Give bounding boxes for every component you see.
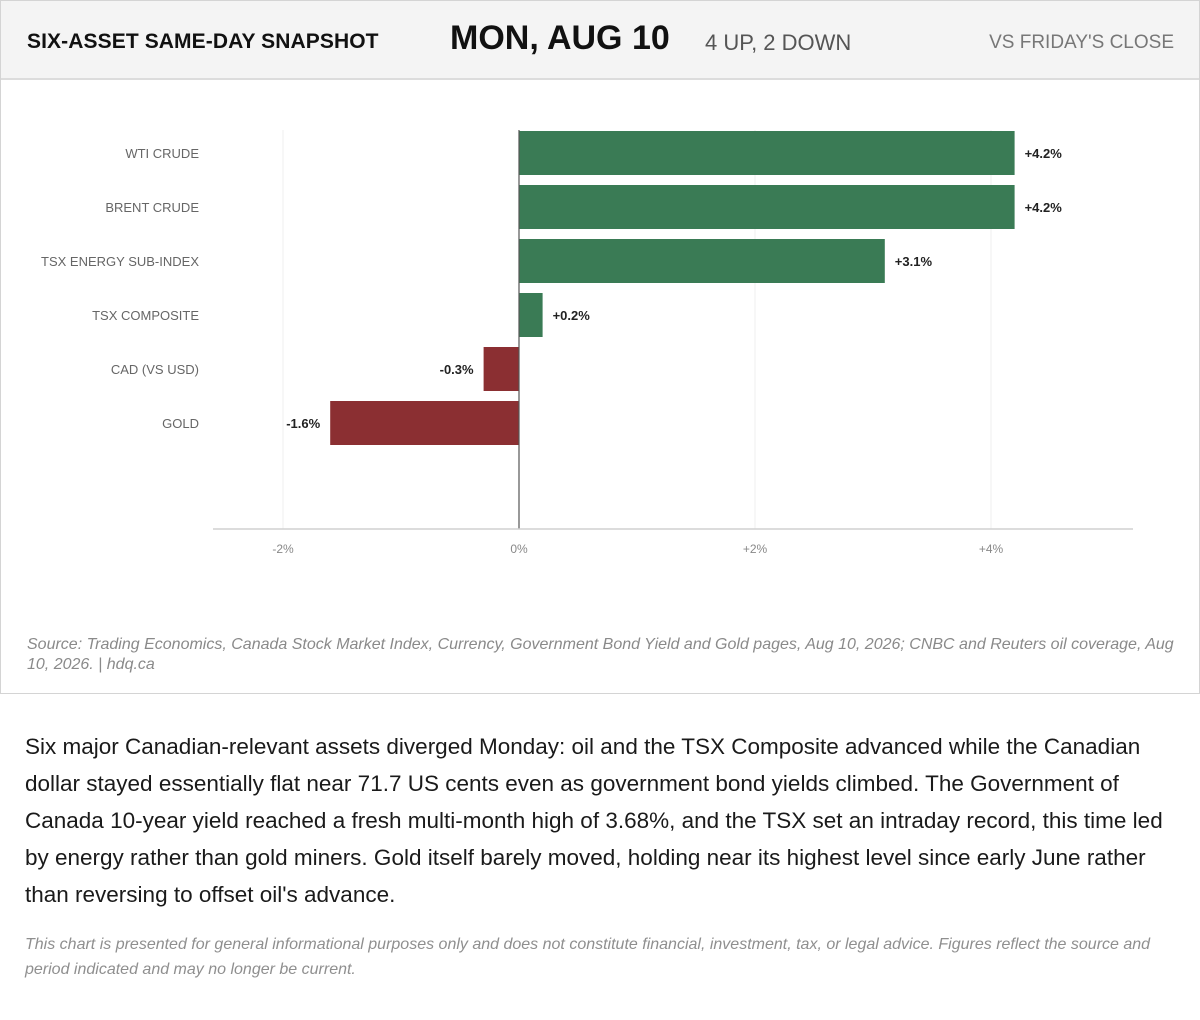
data-label: -1.6% (286, 416, 320, 431)
x-tick-label: 0% (510, 542, 528, 556)
data-label: +4.2% (1025, 200, 1063, 215)
up-down-count: 4 UP, 2 DOWN (705, 30, 852, 55)
chart-card: SIX-ASSET SAME-DAY SNAPSHOT MON, AUG 10 … (0, 0, 1200, 694)
category-label: BRENT CRUDE (105, 200, 199, 215)
data-label: +4.2% (1025, 146, 1063, 161)
category-label: TSX ENERGY SUB-INDEX (41, 254, 199, 269)
disclaimer: This chart is presented for general info… (25, 936, 1151, 978)
chart-header: SIX-ASSET SAME-DAY SNAPSHOT MON, AUG 10 … (1, 1, 1199, 80)
bar (483, 347, 519, 391)
bar (519, 131, 1015, 175)
bar (519, 293, 543, 337)
x-tick-label: -2% (272, 542, 294, 556)
category-label: GOLD (162, 416, 199, 431)
article-body: Six major Canadian-relevant assets diver… (25, 734, 1163, 907)
category-label: CAD (VS USD) (111, 362, 199, 377)
category-label: WTI CRUDE (125, 146, 199, 161)
bar (519, 239, 885, 283)
data-label: +3.1% (895, 254, 933, 269)
comparison-reference: VS FRIDAY'S CLOSE (989, 32, 1174, 53)
category-label: TSX COMPOSITE (92, 308, 199, 323)
bar (519, 185, 1015, 229)
source-note: Source: Trading Economics, Canada Stock … (27, 636, 1174, 673)
data-label: -0.3% (440, 362, 474, 377)
snapshot-date: MON, AUG 10 (450, 19, 670, 57)
bar-chart: WTI CRUDE +4.2% BRENT CRUDE +4.2% TSX ENERGY… (41, 130, 1133, 556)
x-tick-label: +2% (743, 542, 768, 556)
x-tick-label: +4% (979, 542, 1004, 556)
data-label: +0.2% (553, 308, 591, 323)
bar (330, 401, 519, 445)
chart-title: SIX-ASSET SAME-DAY SNAPSHOT (27, 30, 379, 53)
